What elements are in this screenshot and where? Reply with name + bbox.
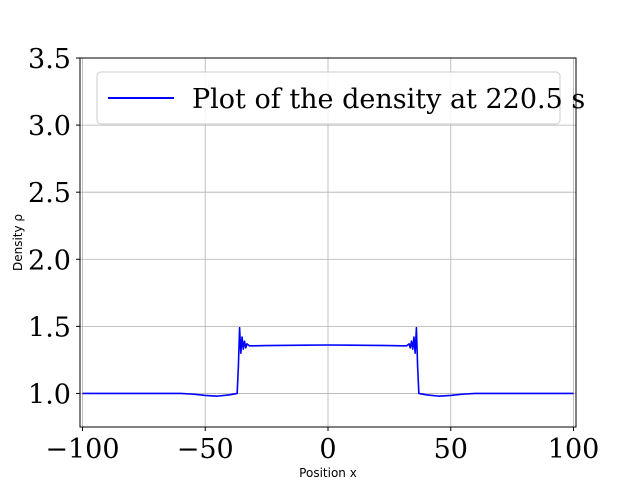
y-tick-label: 2.0 xyxy=(28,245,71,276)
x-tick-label: −50 xyxy=(177,434,234,465)
x-tick-label: 100 xyxy=(548,434,600,465)
legend: Plot of the density at 220.5 s xyxy=(96,71,585,125)
y-tick-label: 3.0 xyxy=(28,111,71,142)
x-tick-label: 50 xyxy=(434,434,468,465)
legend-entry-label: Plot of the density at 220.5 s xyxy=(192,84,585,115)
legend-box xyxy=(96,71,561,125)
x-axis: −100 −50 0 50 100 xyxy=(45,427,599,465)
series-line xyxy=(82,326,574,397)
x-axis-label: Position x xyxy=(299,466,357,480)
y-axis: 1.0 1.5 2.0 2.5 3.0 3.5 xyxy=(28,44,80,410)
series-layer xyxy=(82,326,574,397)
y-tick-label: 1.0 xyxy=(28,379,71,410)
y-tick-label: 3.5 xyxy=(28,44,71,75)
x-tick-label: 0 xyxy=(319,434,336,465)
y-tick-label: 2.5 xyxy=(28,178,71,209)
x-tick-label: −100 xyxy=(45,434,119,465)
y-axis-label: Density ρ xyxy=(11,214,25,271)
y-tick-label: 1.5 xyxy=(28,312,71,343)
